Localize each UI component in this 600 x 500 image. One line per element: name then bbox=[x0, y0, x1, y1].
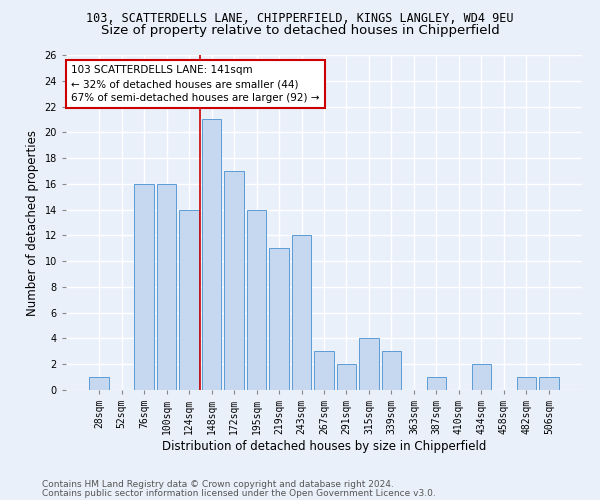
Bar bbox=[134, 184, 154, 390]
Bar bbox=[269, 248, 289, 390]
Bar bbox=[157, 184, 176, 390]
Bar bbox=[202, 120, 221, 390]
Bar bbox=[179, 210, 199, 390]
Bar bbox=[427, 377, 446, 390]
Text: Size of property relative to detached houses in Chipperfield: Size of property relative to detached ho… bbox=[101, 24, 499, 37]
Text: 103 SCATTERDELLS LANE: 141sqm
← 32% of detached houses are smaller (44)
67% of s: 103 SCATTERDELLS LANE: 141sqm ← 32% of d… bbox=[71, 65, 320, 103]
Bar bbox=[382, 352, 401, 390]
X-axis label: Distribution of detached houses by size in Chipperfield: Distribution of detached houses by size … bbox=[162, 440, 486, 453]
Bar bbox=[314, 352, 334, 390]
Bar bbox=[224, 171, 244, 390]
Text: Contains HM Land Registry data © Crown copyright and database right 2024.: Contains HM Land Registry data © Crown c… bbox=[42, 480, 394, 489]
Bar bbox=[89, 377, 109, 390]
Bar bbox=[472, 364, 491, 390]
Bar bbox=[359, 338, 379, 390]
Text: Contains public sector information licensed under the Open Government Licence v3: Contains public sector information licen… bbox=[42, 489, 436, 498]
Bar bbox=[517, 377, 536, 390]
Bar bbox=[292, 236, 311, 390]
Bar bbox=[247, 210, 266, 390]
Bar bbox=[337, 364, 356, 390]
Y-axis label: Number of detached properties: Number of detached properties bbox=[26, 130, 39, 316]
Bar bbox=[539, 377, 559, 390]
Text: 103, SCATTERDELLS LANE, CHIPPERFIELD, KINGS LANGLEY, WD4 9EU: 103, SCATTERDELLS LANE, CHIPPERFIELD, KI… bbox=[86, 12, 514, 26]
